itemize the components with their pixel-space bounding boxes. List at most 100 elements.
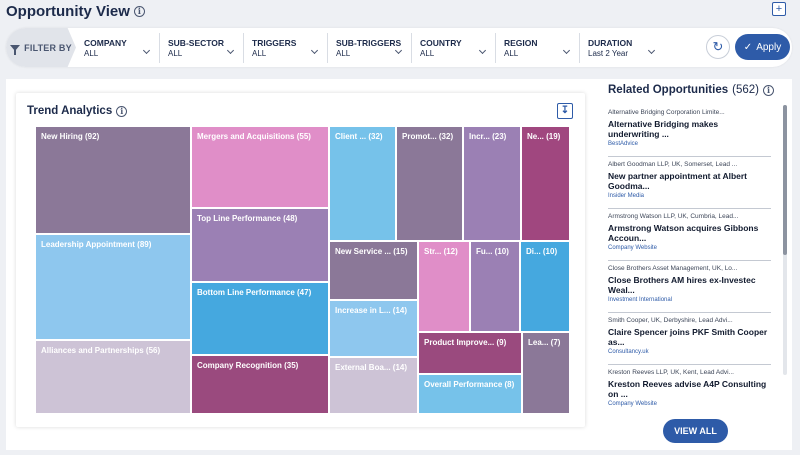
related-title-text: Related Opportunities xyxy=(608,84,729,96)
treemap-tile[interactable]: Product Improve... (9) xyxy=(418,332,522,374)
treemap-tile[interactable]: Top Line Performance (48) xyxy=(191,208,329,282)
item-headline[interactable]: Close Brothers AM hires ex-Investec Weal… xyxy=(608,275,756,295)
filter-label: COUNTRY xyxy=(420,37,462,48)
check-icon: ✓ xyxy=(743,41,753,53)
treemap-tile-label: Client ... (32) xyxy=(335,132,383,141)
list-item[interactable]: Alternative Bridging Corporation Limite.… xyxy=(608,105,771,157)
treemap-tile-label: Fu... (10) xyxy=(476,247,509,256)
item-source[interactable]: Company Website xyxy=(608,401,657,407)
treemap-tile[interactable]: New Service ... (15) xyxy=(329,241,418,300)
treemap-tile-label: Ne... (19) xyxy=(527,132,561,141)
item-source[interactable]: Company Website xyxy=(608,245,657,251)
scroll-thumb[interactable] xyxy=(783,105,787,255)
item-headline[interactable]: Claire Spencer joins PKF Smith Cooper as… xyxy=(608,327,768,347)
refresh-icon[interactable]: ↻ xyxy=(706,35,730,59)
treemap-tile[interactable]: New Hiring (92) xyxy=(35,126,191,234)
treemap-tile[interactable]: Increase in L... (14) xyxy=(329,300,418,357)
treemap-tile-label: Product Improve... (9) xyxy=(424,338,507,347)
treemap-tile-label: Leadership Appointment (89) xyxy=(41,240,152,249)
item-headline[interactable]: Alternative Bridging makes underwriting … xyxy=(608,119,719,139)
treemap-tile-label: Di... (10) xyxy=(526,247,558,256)
treemap-tile-label: Bottom Line Performance (47) xyxy=(197,288,312,297)
list-item[interactable]: Armstrong Watson LLP, UK, Cumbria, Lead.… xyxy=(608,209,771,261)
treemap-tile[interactable]: Fu... (10) xyxy=(470,241,520,332)
treemap-tile-label: Increase in L... (14) xyxy=(335,306,408,315)
treemap-tile[interactable]: Alliances and Partnerships (56) xyxy=(35,340,191,414)
filter-icon xyxy=(10,44,21,55)
treemap-tile[interactable]: Company Recognition (35) xyxy=(191,355,329,414)
item-meta: Smith Cooper, UK, Derbyshire, Lead Advi.… xyxy=(608,317,733,324)
treemap-tile[interactable]: Lea... (7) xyxy=(522,332,570,414)
treemap-tile-label: Promot... (32) xyxy=(402,132,454,141)
filter-label: SUB-SECTOR xyxy=(168,37,225,48)
item-source[interactable]: Consultancy.uk xyxy=(608,349,649,355)
filter-sub-sector[interactable]: SUB-SECTOR ALL xyxy=(160,32,244,63)
treemap-tile[interactable]: Str... (12) xyxy=(418,241,470,332)
download-icon[interactable]: ↧ xyxy=(557,103,573,119)
item-source[interactable]: Investment International xyxy=(608,297,673,303)
filter-value: ALL xyxy=(168,48,183,58)
treemap-tile[interactable]: Bottom Line Performance (47) xyxy=(191,282,329,355)
info-icon[interactable]: i xyxy=(116,105,128,117)
filter-label: DURATION xyxy=(588,37,633,48)
treemap-tile[interactable]: Overall Performance (8) xyxy=(418,374,522,414)
apply-label: Apply xyxy=(756,41,782,53)
treemap-tile[interactable]: Promot... (32) xyxy=(396,126,463,241)
trend-title-text: Trend Analytics xyxy=(27,105,113,117)
treemap-tile-label: Lea... (7) xyxy=(528,338,561,347)
treemap-tile-label: Str... (12) xyxy=(424,247,458,256)
related-title: Related Opportunities (562) i xyxy=(608,84,774,96)
filter-label: TRIGGERS xyxy=(252,37,297,48)
filter-company[interactable]: COMPANY ALL xyxy=(76,32,160,63)
item-meta: Kreston Reeves LLP, UK, Kent, Lead Advi.… xyxy=(608,369,734,376)
filter-value: ALL xyxy=(252,48,267,58)
filter-label: REGION xyxy=(504,37,538,48)
view-all-button[interactable]: VIEW ALL xyxy=(663,419,728,443)
list-item[interactable]: Close Brothers Asset Management, UK, Lo.… xyxy=(608,261,771,313)
treemap-tile-label: New Hiring (92) xyxy=(41,132,100,141)
item-meta: Armstrong Watson LLP, UK, Cumbria, Lead.… xyxy=(608,213,739,220)
item-meta: Albert Goodman LLP, UK, Somerset, Lead .… xyxy=(608,161,738,168)
filter-value: ALL xyxy=(504,48,519,58)
info-icon[interactable]: i xyxy=(762,84,774,96)
item-source[interactable]: BestAdvice xyxy=(608,141,639,147)
item-headline[interactable]: Kreston Reeves advise A4P Consulting on … xyxy=(608,379,767,399)
filter-value: ALL xyxy=(84,48,99,58)
filter-sub-triggers[interactable]: SUB-TRIGGERS ALL xyxy=(328,32,412,63)
treemap-tile-label: Company Recognition (35) xyxy=(197,361,299,370)
list-item[interactable]: Albert Goodman LLP, UK, Somerset, Lead .… xyxy=(608,157,771,209)
trend-analytics-card: Trend Analytics i ↧ New Hiring (92) Leade… xyxy=(16,93,585,427)
item-meta: Close Brothers Asset Management, UK, Lo.… xyxy=(608,265,738,272)
treemap-tile-label: External Boa... (14) xyxy=(335,363,408,372)
filter-value: Last 2 Year xyxy=(588,48,629,58)
filter-duration[interactable]: DURATION Last 2 Year xyxy=(580,33,664,63)
trend-title: Trend Analytics i xyxy=(27,105,128,117)
treemap-tile[interactable]: Incr... (23) xyxy=(463,126,521,241)
treemap-tile[interactable]: Client ... (32) xyxy=(329,126,396,241)
item-headline[interactable]: Armstrong Watson acquires Gibbons Accoun… xyxy=(608,223,759,243)
filter-by-label: FILTER BY xyxy=(6,28,76,67)
info-icon[interactable]: i xyxy=(133,6,145,17)
treemap-tile-label: New Service ... (15) xyxy=(335,247,408,256)
add-icon[interactable]: + xyxy=(772,2,786,16)
scrollbar[interactable] xyxy=(783,105,787,375)
list-item[interactable]: Smith Cooper, UK, Derbyshire, Lead Advi.… xyxy=(608,313,771,365)
filter-region[interactable]: REGION ALL xyxy=(496,32,580,63)
treemap-tile[interactable]: Leadership Appointment (89) xyxy=(35,234,191,340)
item-headline[interactable]: New partner appointment at Albert Goodma… xyxy=(608,171,748,191)
treemap-tile[interactable]: Mergers and Acquisitions (55) xyxy=(191,126,329,208)
filter-value: ALL xyxy=(336,48,351,58)
filter-country[interactable]: COUNTRY ALL xyxy=(412,32,496,63)
related-count: (562) xyxy=(732,84,759,96)
apply-button[interactable]: ✓ Apply xyxy=(735,34,790,60)
filter-by-text: FILTER BY xyxy=(24,42,72,53)
treemap-tile-label: Mergers and Acquisitions (55) xyxy=(197,132,311,141)
treemap-tile[interactable]: Di... (10) xyxy=(520,241,570,332)
treemap-tile[interactable]: Ne... (19) xyxy=(521,126,570,241)
filter-triggers[interactable]: TRIGGERS ALL xyxy=(244,32,328,63)
item-source[interactable]: Insider Media xyxy=(608,193,645,199)
treemap-tile[interactable]: External Boa... (14) xyxy=(329,357,418,414)
filter-label: COMPANY xyxy=(84,37,127,48)
filter-label: SUB-TRIGGERS xyxy=(336,37,402,48)
list-item[interactable]: Kreston Reeves LLP, UK, Kent, Lead Advi.… xyxy=(608,365,771,409)
